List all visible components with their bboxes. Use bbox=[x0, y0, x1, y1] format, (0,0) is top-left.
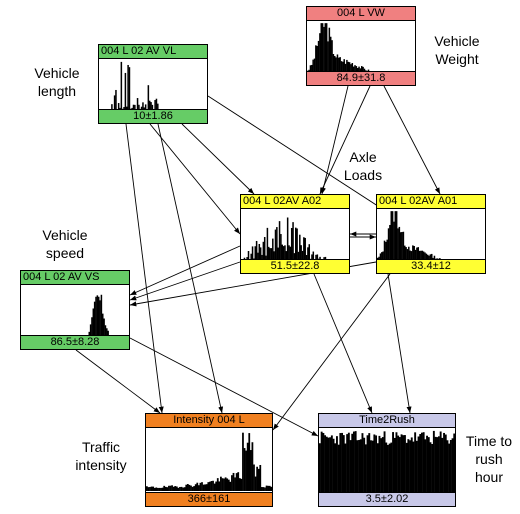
node-footer: 10±1.86 bbox=[99, 109, 207, 123]
edge-arrow bbox=[387, 273, 412, 414]
label-vehicle-weight: Vehicle Weight bbox=[434, 33, 480, 67]
node-axle-load-a02[interactable]: 004 L 02AV A02 51.5±22.8 bbox=[240, 194, 350, 274]
histogram bbox=[75, 294, 120, 339]
node-footer: 84.9±31.8 bbox=[307, 71, 415, 85]
edge-arrow bbox=[129, 337, 319, 437]
edge-arrow bbox=[129, 245, 241, 296]
node-footer: 366±161 bbox=[146, 492, 272, 506]
node-header: 004 L 02 AV VL bbox=[99, 45, 207, 59]
node-header: Time2Rush bbox=[319, 414, 455, 428]
node-footer: 51.5±22.8 bbox=[241, 259, 349, 273]
node-footer: 86.5±8.28 bbox=[21, 335, 129, 349]
label-traffic-intensity: Traffic intensity bbox=[75, 439, 127, 473]
edge-arrow bbox=[313, 273, 373, 414]
node-vehicle-length[interactable]: 004 L 02 AV VL 10±1.86 bbox=[98, 44, 208, 124]
node-header: Intensity 004 L bbox=[146, 414, 272, 428]
node-axle-load-a01[interactable]: 004 L 02AV A01 33.4±12 bbox=[376, 194, 486, 274]
edge-arrow bbox=[181, 123, 255, 195]
edge-arrow bbox=[75, 349, 161, 414]
label-vehicle-length: Vehicle length bbox=[34, 65, 80, 99]
histogram bbox=[146, 432, 272, 491]
edge-arrow bbox=[321, 85, 349, 195]
edge-arrow bbox=[125, 123, 164, 414]
node-footer: 33.4±12 bbox=[377, 259, 485, 273]
edge-arrow bbox=[272, 273, 391, 431]
node-traffic-intensity[interactable]: Intensity 004 L 366±161 bbox=[145, 413, 273, 507]
edge-arrow bbox=[319, 85, 371, 195]
label-time-to-rush: Time to rush hour bbox=[465, 433, 513, 485]
label-vehicle-speed: Vehicle speed bbox=[42, 227, 88, 261]
edge-arrow bbox=[207, 95, 385, 211]
histogram bbox=[99, 61, 207, 113]
node-header: 004 L VW bbox=[307, 7, 415, 21]
node-footer: 3.5±2.02 bbox=[319, 492, 455, 506]
node-vehicle-speed[interactable]: 004 L 02 AV VS 86.5±8.28 bbox=[20, 270, 130, 350]
edge-arrow bbox=[383, 85, 441, 195]
histogram bbox=[319, 430, 455, 496]
node-header: 004 L 02 AV VS bbox=[21, 271, 129, 285]
node-header: 004 L 02AV A01 bbox=[377, 195, 485, 209]
histogram bbox=[377, 211, 478, 263]
edge-arrow bbox=[129, 261, 241, 301]
histogram bbox=[243, 217, 349, 263]
edge-arrow bbox=[149, 123, 241, 235]
histogram bbox=[307, 23, 408, 75]
node-header: 004 L 02AV A02 bbox=[241, 195, 349, 209]
label-axle-loads: Axle Loads bbox=[343, 149, 383, 183]
node-vehicle-weight[interactable]: 004 L VW 84.9±31.8 bbox=[306, 6, 416, 86]
node-time-to-rush[interactable]: Time2Rush 3.5±2.02 bbox=[318, 413, 456, 507]
